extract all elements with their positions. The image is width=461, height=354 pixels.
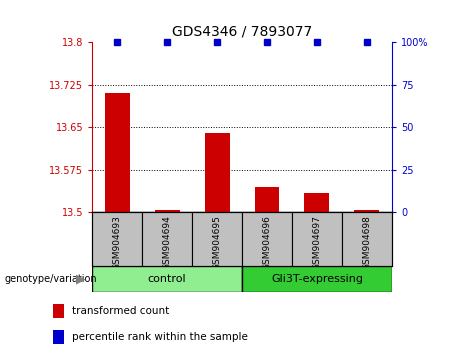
Bar [205, 133, 230, 212]
Bar [355, 210, 379, 212]
Bar [154, 210, 180, 212]
Bar [292, 212, 342, 266]
Bar [342, 212, 392, 266]
Bar [254, 187, 279, 212]
Text: GSM904694: GSM904694 [163, 215, 171, 270]
Bar [304, 193, 330, 212]
Text: transformed count: transformed count [72, 307, 170, 316]
Bar [53, 304, 64, 318]
Bar [92, 266, 242, 292]
Bar [142, 212, 192, 266]
Bar [242, 212, 292, 266]
Bar [242, 266, 392, 292]
Text: GSM904698: GSM904698 [362, 215, 372, 270]
Title: GDS4346 / 7893077: GDS4346 / 7893077 [172, 24, 312, 39]
Text: genotype/variation: genotype/variation [5, 274, 97, 284]
Bar [92, 212, 142, 266]
Bar [53, 330, 64, 344]
Text: GSM904695: GSM904695 [213, 215, 222, 270]
Text: GSM904696: GSM904696 [262, 215, 272, 270]
Text: percentile rank within the sample: percentile rank within the sample [72, 332, 248, 342]
Text: GSM904693: GSM904693 [112, 215, 122, 270]
Bar [192, 212, 242, 266]
Text: control: control [148, 274, 186, 284]
Bar [105, 93, 130, 212]
Text: Gli3T-expressing: Gli3T-expressing [271, 274, 363, 284]
Text: ▶: ▶ [76, 272, 85, 285]
Text: GSM904697: GSM904697 [313, 215, 321, 270]
